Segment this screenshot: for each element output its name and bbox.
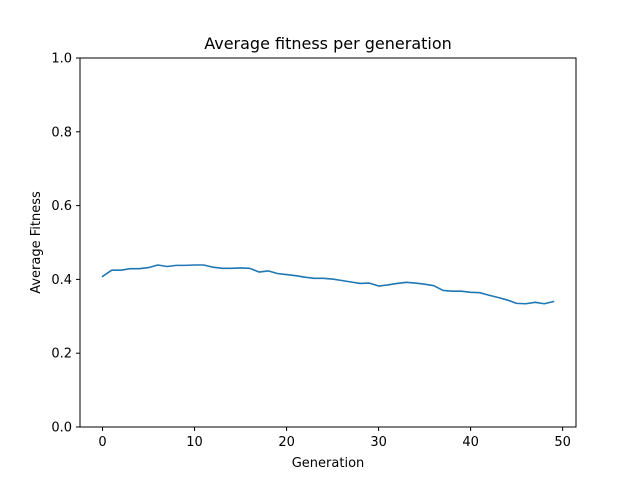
x-tick-label: 10 — [186, 435, 203, 450]
plot-area — [80, 58, 576, 427]
x-tick-label: 0 — [98, 435, 106, 450]
y-axis-label: Average Fitness — [29, 191, 44, 294]
y-tick-label: 0.6 — [51, 199, 72, 214]
x-axis-ticks: 0 10 20 30 40 50 — [98, 427, 571, 450]
plot-frame — [79, 57, 577, 428]
x-tick-label: 50 — [554, 435, 571, 450]
x-tick-label: 40 — [462, 435, 479, 450]
x-axis-label: Generation — [292, 456, 365, 471]
y-tick-label: 0.2 — [51, 347, 72, 362]
series-line — [101, 264, 555, 305]
y-tick-label: 1.0 — [51, 52, 72, 67]
y-tick-label: 0.4 — [51, 273, 72, 288]
x-tick-label: 30 — [370, 435, 387, 450]
y-tick-label: 0.0 — [51, 421, 72, 436]
y-axis-ticks: 0.0 0.2 0.4 0.6 0.8 1.0 — [51, 52, 80, 436]
series-layer — [101, 264, 555, 305]
y-tick-label: 0.8 — [51, 125, 72, 140]
x-tick-label: 20 — [278, 435, 295, 450]
chart-title: Average fitness per generation — [204, 34, 452, 53]
